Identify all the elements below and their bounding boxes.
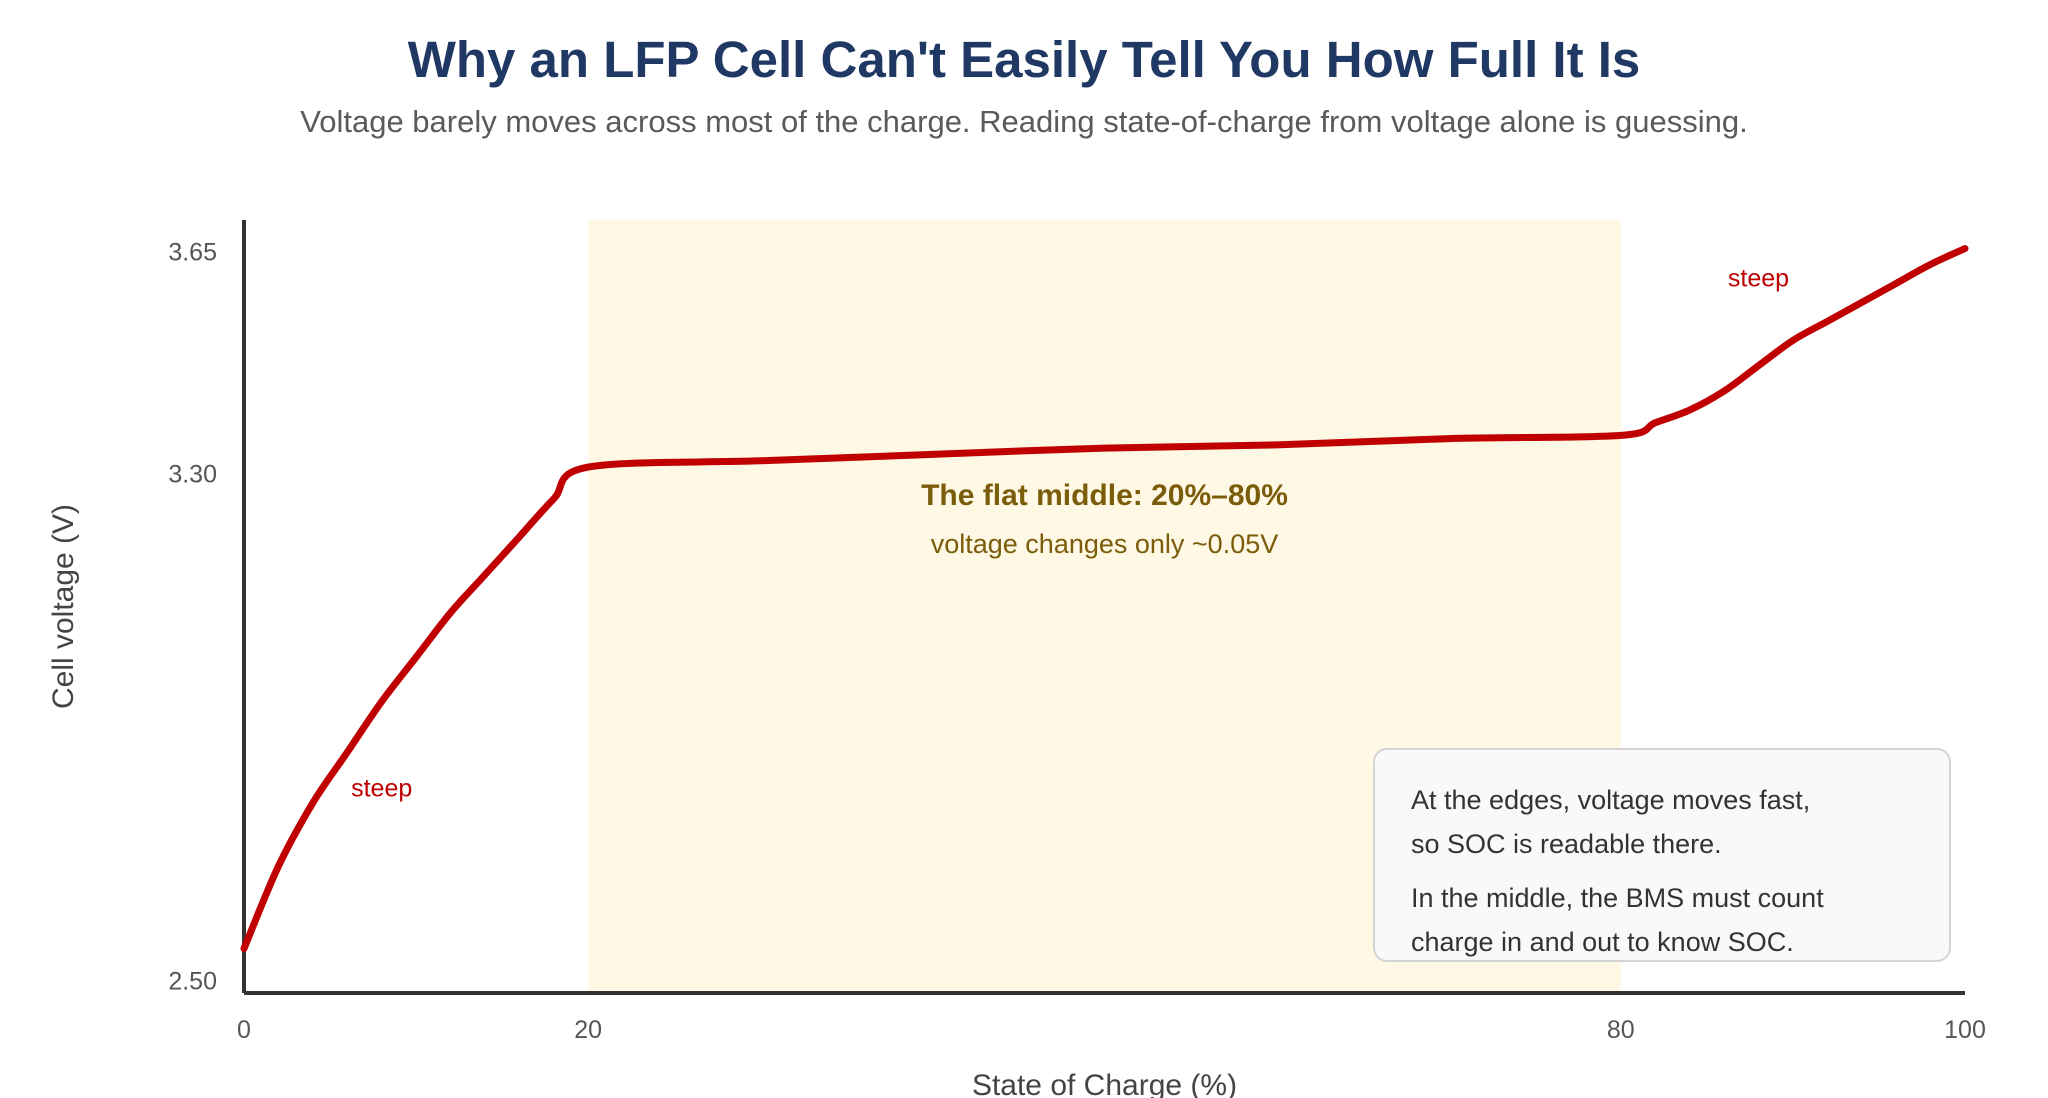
note-line: charge in and out to know SOC. xyxy=(1411,927,1794,957)
x-tick-label: 100 xyxy=(1944,1016,1986,1044)
note-line: At the edges, voltage moves fast, xyxy=(1411,785,1811,815)
note-line: In the middle, the BMS must count xyxy=(1411,883,1824,913)
y-tick-label: 3.30 xyxy=(168,460,217,488)
flat-middle-band-subtitle: voltage changes only ~0.05V xyxy=(931,529,1279,559)
y-tick-label: 2.50 xyxy=(168,967,217,995)
x-tick-label: 0 xyxy=(237,1016,251,1044)
x-tick-label: 20 xyxy=(574,1016,602,1044)
chart-title: Why an LFP Cell Can't Easily Tell You Ho… xyxy=(407,31,1641,88)
y-tick-label: 3.65 xyxy=(168,239,217,267)
note-line: so SOC is readable there. xyxy=(1411,829,1722,859)
x-tick-label: 80 xyxy=(1607,1016,1635,1044)
y-axis-title: Cell voltage (V) xyxy=(47,504,80,709)
steep-annotation: steep xyxy=(1728,265,1789,293)
chart-subtitle: Voltage barely moves across most of the … xyxy=(300,104,1748,139)
x-axis-title: State of Charge (%) xyxy=(972,1069,1237,1098)
steep-annotation: steep xyxy=(351,775,412,803)
flat-middle-band-title: The flat middle: 20%–80% xyxy=(921,479,1288,512)
explanation-note-box: At the edges, voltage moves fast, so SOC… xyxy=(1373,748,1951,962)
voltage-curve-line xyxy=(240,245,1969,953)
